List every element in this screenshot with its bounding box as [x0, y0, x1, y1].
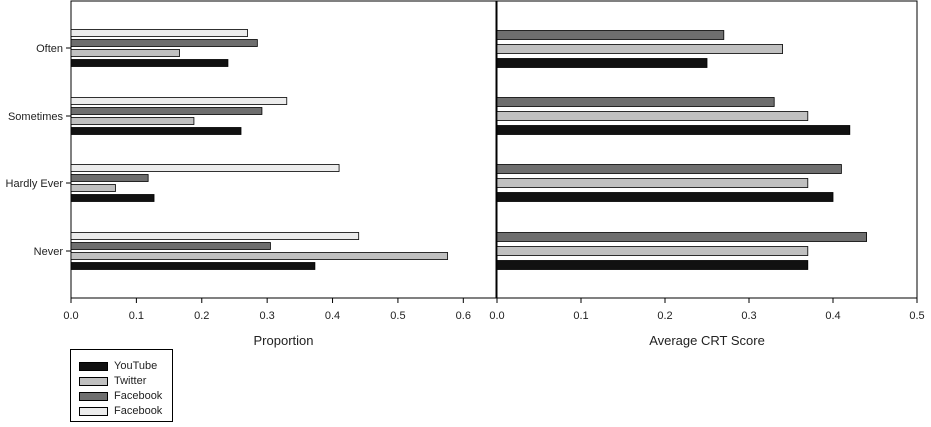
- proportion-bar-hardly-ever-facebook-3: [70, 164, 340, 172]
- proportion-bar-sometimes-twitter-1: [70, 117, 195, 125]
- chart-legend: YouTube Twitter Facebook Facebook: [70, 349, 173, 422]
- legend-label-facebook-dark: Facebook: [114, 390, 163, 402]
- crt-x-tick-label-4: 0.4: [825, 310, 840, 322]
- proportion-bar-often-facebook-3: [70, 29, 248, 37]
- proportion-panel: Often Sometimes Hardly Ever Never 0.0 0.1 0.2 0…: [6, 0, 497, 348]
- crt-bar-never-facebook-2: [496, 232, 868, 242]
- proportion-category-label-sometimes: Sometimes: [8, 111, 64, 123]
- proportion-bar-often-facebook-2: [70, 39, 258, 47]
- proportion-bar-sometimes-facebook-3: [70, 97, 288, 105]
- legend-label-facebook-light: Facebook: [114, 405, 163, 417]
- legend-swatch-facebook-dark: [79, 391, 108, 401]
- proportion-bar-never-youtube-0: [70, 262, 316, 270]
- legend-item-facebook-dark: Facebook: [79, 389, 162, 403]
- legend-item-facebook-light: Facebook: [79, 404, 162, 418]
- crt-bar-sometimes-twitter-1: [496, 111, 809, 121]
- proportion-x-axis-label: Proportion: [254, 333, 314, 348]
- proportion-category-label-often: Often: [36, 43, 63, 55]
- crt-bar-hardly-ever-youtube-0: [496, 192, 834, 202]
- proportion-x-tick-label-2: 0.2: [194, 310, 209, 322]
- legend-swatch-facebook-light: [79, 406, 108, 416]
- crt-bar-often-youtube-0: [496, 58, 708, 68]
- crt-bar-hardly-ever-twitter-1: [496, 178, 809, 188]
- crt-bar-never-twitter-1: [496, 246, 809, 256]
- proportion-bar-hardly-ever-twitter-1: [70, 184, 116, 192]
- proportion-x-tick-label-1: 0.1: [129, 310, 144, 322]
- legend-label-twitter: Twitter: [114, 375, 147, 387]
- proportion-x-tick-label-4: 0.4: [325, 310, 340, 322]
- proportion-bar-never-facebook-2: [70, 242, 271, 250]
- crt-x-tick-label-0: 0.0: [489, 310, 504, 322]
- crt-bar-often-twitter-1: [496, 44, 784, 54]
- legend-label-youtube: YouTube: [114, 360, 158, 372]
- legend-item-twitter: Twitter: [79, 374, 146, 388]
- crt-x-axis-label: Average CRT Score: [649, 333, 765, 348]
- proportion-category-label-never: Never: [34, 246, 64, 258]
- crt-bar-hardly-ever-facebook-2: [496, 164, 842, 174]
- proportion-bar-hardly-ever-facebook-2: [70, 174, 149, 182]
- proportion-bar-often-twitter-1: [70, 49, 180, 57]
- proportion-bar-often-youtube-0: [70, 59, 229, 67]
- legend-swatch-twitter: [79, 376, 108, 386]
- crt-bar-sometimes-facebook-2: [496, 97, 775, 107]
- proportion-x-tick-label-3: 0.3: [260, 310, 275, 322]
- crt-x-tick-label-2: 0.2: [657, 310, 672, 322]
- crt-x-tick-label-5: 0.5: [909, 310, 924, 322]
- proportion-bar-never-facebook-3: [70, 232, 360, 240]
- crt-x-tick-label-1: 0.1: [573, 310, 588, 322]
- proportion-bar-sometimes-facebook-2: [70, 107, 263, 115]
- crt-score-panel: 0.0 0.1 0.2 0.3 0.4 0.5 Average CRT Score: [489, 0, 925, 348]
- crt-bar-often-facebook-2: [496, 30, 725, 40]
- proportion-bar-never-twitter-1: [70, 252, 449, 260]
- proportion-plot-frame: [70, 0, 497, 299]
- crt-bar-never-youtube-0: [496, 260, 809, 270]
- legend-swatch-youtube: [79, 361, 108, 371]
- proportion-x-tick-label-5: 0.5: [390, 310, 405, 322]
- proportion-bar-hardly-ever-youtube-0: [70, 194, 155, 202]
- crt-x-tick-label-3: 0.3: [741, 310, 756, 322]
- proportion-x-tick-label-0: 0.0: [63, 310, 78, 322]
- legend-item-youtube: YouTube: [79, 359, 157, 373]
- proportion-x-tick-label-6: 0.6: [456, 310, 471, 322]
- crt-plot-frame: [496, 0, 918, 299]
- proportion-bar-sometimes-youtube-0: [70, 127, 242, 135]
- proportion-category-label-hardly-ever: Hardly Ever: [6, 178, 64, 190]
- crt-bar-sometimes-youtube-0: [496, 125, 851, 135]
